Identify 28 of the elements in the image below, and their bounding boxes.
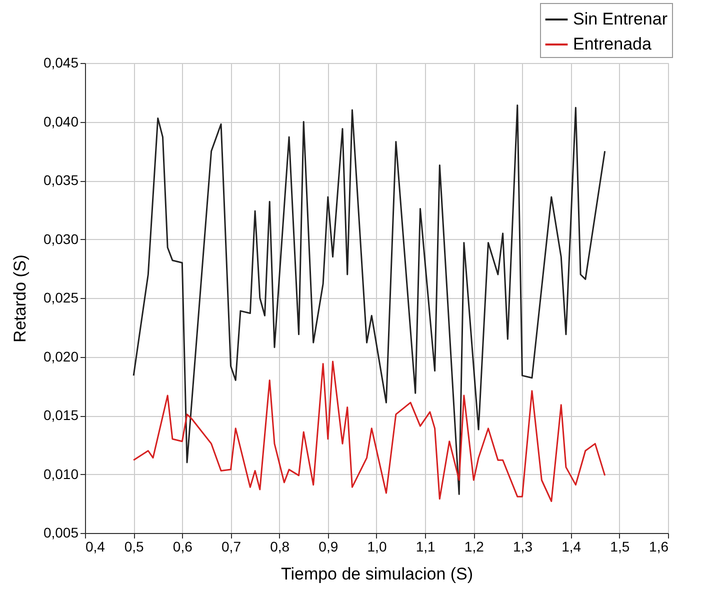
x-tick-label: 0,4 bbox=[86, 538, 106, 554]
x-tick-label: 0,6 bbox=[172, 538, 193, 554]
legend-label: Sin Entrenar bbox=[573, 10, 668, 28]
x-tick-label: 1,4 bbox=[562, 538, 582, 554]
x-tick-label: 1,6 bbox=[649, 538, 669, 554]
x-tick-label: 1,0 bbox=[367, 538, 387, 554]
x-tick-label: 1,1 bbox=[416, 538, 436, 554]
x-tick-label: 0,8 bbox=[270, 538, 290, 554]
x-axis-title: Tiempo de simulacion (S) bbox=[280, 564, 474, 584]
y-tick-label: 0,020 bbox=[43, 348, 79, 364]
y-tick-label: 0,025 bbox=[43, 290, 79, 306]
legend-label: Entrenada bbox=[573, 34, 652, 54]
x-tick-label: 0,7 bbox=[222, 538, 242, 554]
y-tick-label: 0,010 bbox=[43, 466, 79, 482]
line-series bbox=[132, 104, 606, 495]
x-tick-label: 1,3 bbox=[513, 538, 533, 554]
x-tick-label: 0,5 bbox=[124, 538, 144, 554]
y-tick-label: 0,005 bbox=[43, 524, 79, 540]
y-tick-label: 0,015 bbox=[43, 407, 79, 423]
y-axis-title: Retardo (S) bbox=[10, 254, 30, 342]
y-tick-label: 0,035 bbox=[43, 172, 79, 188]
line-series bbox=[132, 360, 606, 502]
x-tick-label: 1,2 bbox=[464, 538, 484, 554]
y-tick-label: 0,045 bbox=[43, 54, 79, 70]
y-tick-label: 0,030 bbox=[43, 230, 79, 247]
x-tick-label: 1,5 bbox=[610, 538, 630, 554]
x-tick-label: 0,9 bbox=[318, 538, 338, 554]
y-tick-label: 0,040 bbox=[43, 113, 79, 130]
